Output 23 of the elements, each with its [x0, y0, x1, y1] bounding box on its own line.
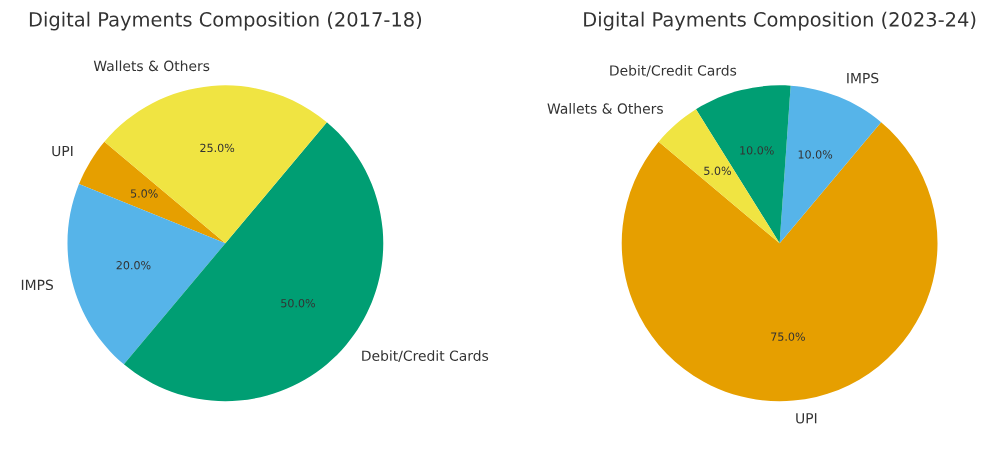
chart-title: Digital Payments Composition (2023-24): [584, 11, 976, 31]
data-label: 5.0%: [130, 189, 158, 198]
data-label: 10.0%: [740, 146, 774, 155]
slice-label: Debit/Credit Cards: [610, 64, 737, 77]
data-label: 25.0%: [200, 143, 235, 153]
data-label: 20.0%: [116, 261, 151, 270]
slice-label: IMPS: [847, 72, 879, 84]
data-label: 50.0%: [281, 298, 315, 308]
slice-label: IMPS: [21, 279, 54, 291]
data-label: 10.0%: [798, 150, 833, 159]
slice-label: Wallets & Others: [547, 103, 663, 114]
data-label: 75.0%: [771, 332, 805, 341]
pie-slice: [779, 85, 882, 244]
data-label: 5.0%: [704, 166, 731, 175]
pie-slice: [621, 122, 938, 402]
slice-label: Wallets & Others: [93, 60, 210, 72]
slice-label: Debit/Credit Cards: [362, 350, 489, 363]
slice-label: UPI: [52, 145, 73, 157]
pie-slice: [67, 184, 226, 365]
pie-slice: [695, 85, 791, 244]
slice-label: UPI: [796, 413, 817, 424]
chart-title: Digital Payments Composition (2017-18): [29, 11, 422, 31]
pie-slice: [104, 85, 327, 244]
